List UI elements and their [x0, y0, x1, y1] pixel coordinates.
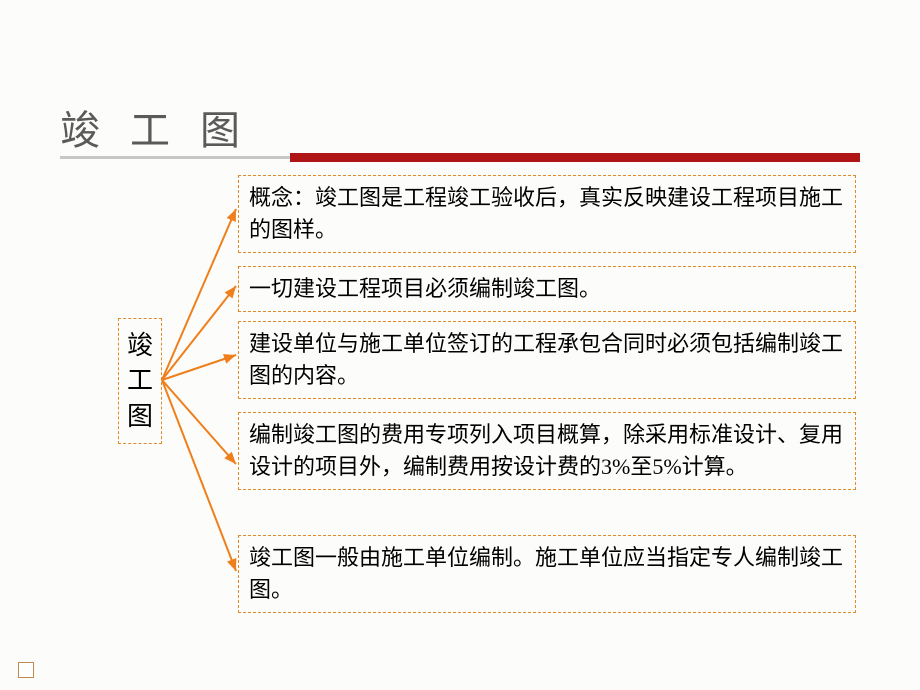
corner-square-icon: [18, 662, 34, 678]
arrow-layer: [0, 0, 920, 690]
